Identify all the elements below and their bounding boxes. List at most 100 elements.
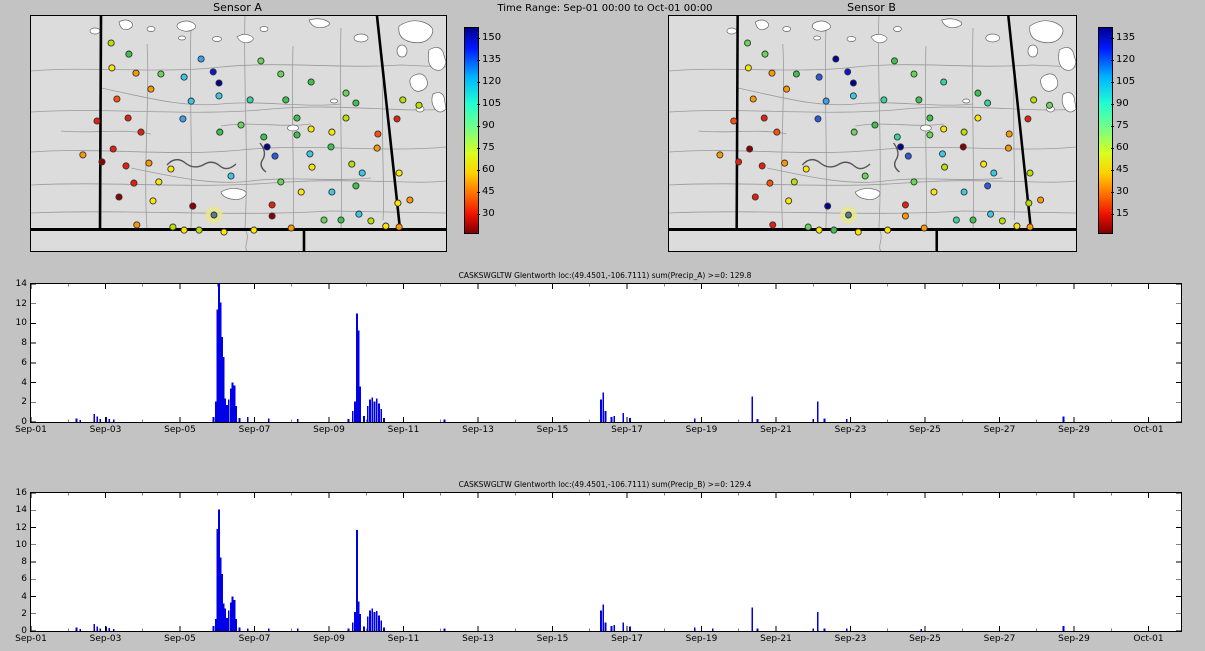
station-dot <box>952 216 960 224</box>
precip-bar <box>75 627 78 631</box>
precip-bar <box>235 406 238 422</box>
station-dot <box>1004 144 1012 152</box>
colorbar-tick-label: 150 <box>476 32 502 44</box>
station-dot <box>980 160 988 168</box>
precip-bar <box>613 416 616 422</box>
precip-bar <box>622 622 625 631</box>
station-dot <box>760 114 768 122</box>
station-dot <box>220 228 228 236</box>
station-dot <box>871 121 879 129</box>
precip-bar <box>351 411 354 422</box>
sensor-a-title: Sensor A <box>213 1 262 14</box>
station-dot <box>132 69 140 77</box>
precip-bar <box>622 413 625 422</box>
y-tick-label: 6 <box>21 357 27 368</box>
station-dot <box>122 162 130 170</box>
sensor-b-title: Sensor B <box>847 1 896 14</box>
station-dot <box>854 228 862 236</box>
precip-bar <box>99 419 102 422</box>
station-dot <box>785 197 793 205</box>
x-tick-label: Sep-05 <box>164 425 196 435</box>
station-dot <box>263 143 271 151</box>
colorbar-tick-label: 105 <box>476 98 502 110</box>
station-dot <box>260 133 268 141</box>
precip-bar <box>373 612 376 631</box>
station-dot <box>250 226 258 234</box>
station-dot <box>282 96 290 104</box>
station-dot <box>930 188 938 196</box>
colorbar-tick-label: 75 <box>477 142 495 154</box>
precip-bar <box>222 356 225 422</box>
station-dot <box>814 115 822 123</box>
colorbar-tick-label: 45 <box>1111 164 1129 176</box>
station-dot <box>804 223 812 231</box>
y-tick-label: 10 <box>15 539 27 550</box>
station-dot <box>293 114 301 122</box>
station-dot <box>998 217 1006 225</box>
sensor-b-map <box>668 15 1077 252</box>
precip-bar <box>231 382 234 422</box>
x-tick-label: Sep-13 <box>462 634 494 644</box>
precip-bar <box>823 418 826 422</box>
y-tick-label: 0 <box>21 626 27 636</box>
precip-bar <box>823 628 826 631</box>
station-dot <box>1026 223 1034 231</box>
precip-bar <box>93 624 96 631</box>
x-tick-label: Sep-11 <box>387 425 420 435</box>
station-dot <box>822 97 830 105</box>
station-dot <box>415 101 423 109</box>
precip-bar <box>693 627 696 631</box>
precip-bar <box>356 313 358 422</box>
x-tick-label: Sep-09 <box>313 425 345 435</box>
precip-bar <box>354 612 356 631</box>
precip-bar <box>366 406 369 422</box>
station-dot <box>406 196 414 204</box>
station-dot <box>735 158 743 166</box>
precip-bar <box>222 603 225 631</box>
precip-bar <box>600 610 602 631</box>
precip-bar <box>229 602 232 631</box>
precip-bar <box>75 418 78 422</box>
precip-bar <box>224 608 226 631</box>
precip-bar <box>212 417 215 422</box>
precip-a-chart-canvas <box>31 284 1181 422</box>
precip-bar <box>604 622 607 631</box>
precip-bar <box>375 611 378 631</box>
station-dot <box>730 117 738 125</box>
precip-bar <box>218 284 220 422</box>
precip-bar <box>246 417 249 422</box>
station-dot <box>815 73 823 81</box>
station-dot <box>861 172 869 180</box>
precip-bar <box>443 419 446 422</box>
station-dot <box>167 165 175 173</box>
station-dot <box>227 172 235 180</box>
station-dot <box>327 143 335 151</box>
precip-bar <box>613 625 616 631</box>
station-dot <box>1030 96 1038 104</box>
station-dot <box>984 99 992 107</box>
station-dot <box>939 150 947 158</box>
station-dot <box>328 188 336 196</box>
station-dot <box>320 216 328 224</box>
colorbar-tick-label: 75 <box>1111 120 1129 132</box>
station-dot <box>941 163 949 171</box>
x-tick-label: Sep-29 <box>1058 425 1090 435</box>
precip-bar <box>711 628 714 631</box>
station-dot <box>984 182 992 190</box>
precip-bar <box>296 628 299 631</box>
station-dot <box>277 70 285 78</box>
station-dot <box>849 92 857 100</box>
station-dot <box>187 97 195 105</box>
precip-bar <box>359 386 361 422</box>
station-dot <box>769 221 777 229</box>
station-dot <box>352 99 360 107</box>
station-dot <box>824 202 832 210</box>
station-dot <box>342 114 350 122</box>
y-tick-label: 14 <box>15 505 27 516</box>
precip-bar <box>233 385 236 422</box>
time-range-label: Time Range: Sep-01 00:00 to Oct-01 00:00 <box>497 3 713 14</box>
station-dot <box>108 64 116 72</box>
precip-bar <box>693 418 696 422</box>
station-dot <box>1026 169 1034 177</box>
precip-bar <box>751 396 754 422</box>
